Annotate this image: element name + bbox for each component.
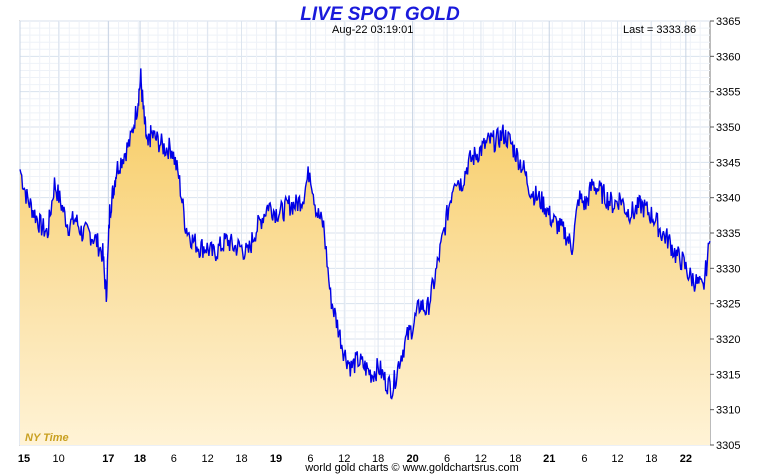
y-tick-label: 3310 [716, 405, 740, 417]
x-tick-label: 18 [509, 453, 521, 465]
footer-credit: world gold charts © www.goldchartsrus.co… [304, 462, 519, 474]
y-tick-label: 3340 [716, 193, 740, 205]
y-tick-label: 3355 [716, 87, 740, 99]
x-tick-label: 22 [680, 453, 692, 465]
x-tick-label: 6 [307, 453, 313, 465]
y-tick-label: 3360 [716, 51, 740, 63]
x-tick-label: 12 [338, 453, 350, 465]
price-area-fill [20, 68, 710, 446]
x-axis: 15 10 17 18 6 12 18 19 6 12 18 20 6 12 18 21 6 12 18 22 [18, 453, 692, 465]
x-tick-label: 6 [444, 453, 450, 465]
x-tick-label: 15 [18, 453, 30, 465]
y-axis: 3305 3310 3315 3320 3325 3330 3335 3340 3345 3350… [710, 16, 740, 452]
x-tick-label: 18 [235, 453, 247, 465]
last-price-label: Last = 3333.86 [623, 24, 696, 36]
y-tick-label: 3325 [716, 299, 740, 311]
y-tick-label: 3350 [716, 122, 740, 134]
y-tick-label: 3315 [716, 369, 740, 381]
x-tick-label: 20 [406, 453, 418, 465]
x-tick-label: 17 [102, 453, 114, 465]
timezone-label: NY Time [25, 432, 69, 444]
y-tick-label: 3365 [716, 16, 740, 28]
x-tick-label: 12 [202, 453, 214, 465]
y-tick-label: 3320 [716, 334, 740, 346]
timestamp-label: Aug-22 03:19:01 [332, 24, 413, 36]
x-tick-label: 12 [611, 453, 623, 465]
y-tick-label: 3305 [716, 440, 740, 452]
x-tick-label: 21 [543, 453, 555, 465]
x-tick-label: 6 [171, 453, 177, 465]
price-line [19, 68, 711, 400]
x-tick-label: 12 [475, 453, 487, 465]
y-tick-label: 3345 [716, 157, 740, 169]
x-tick-label: 10 [53, 453, 65, 465]
x-tick-label: 18 [134, 453, 146, 465]
x-tick-label: 18 [645, 453, 657, 465]
x-tick-label: 18 [372, 453, 384, 465]
x-tick-label: 19 [270, 453, 282, 465]
chart-title: LIVE SPOT GOLD [300, 4, 460, 25]
y-tick-label: 3330 [716, 263, 740, 275]
x-tick-label: 6 [581, 453, 587, 465]
y-tick-label: 3335 [716, 228, 740, 240]
